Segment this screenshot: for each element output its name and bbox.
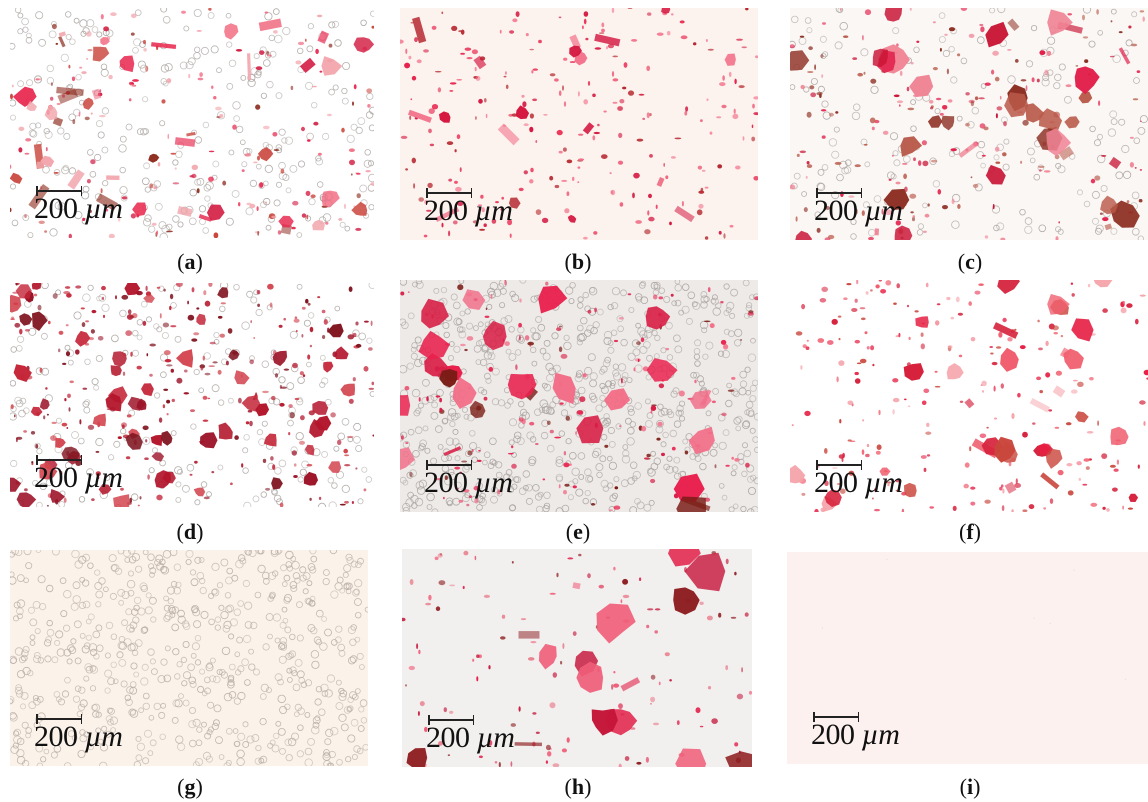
scale-bar: 200 µm (424, 460, 513, 499)
scale-bar-line (36, 455, 82, 465)
scale-bar-label: 200 µm (34, 192, 123, 225)
caption-h: (h) (564, 774, 592, 799)
scale-bar: 200 µm (814, 188, 903, 227)
micrograph-c: 200 µm (790, 8, 1148, 240)
micrograph-texture (10, 8, 374, 238)
scale-bar-line (816, 188, 862, 198)
scale-bar: 200 µm (34, 714, 123, 753)
scale-bar-label: 200 µm (424, 194, 513, 227)
caption-d: (d) (176, 519, 204, 544)
caption-b: (b) (564, 249, 592, 274)
caption-g: (g) (177, 774, 203, 799)
scale-bar-label: 200 µm (814, 194, 903, 227)
micrograph-i: 200 µm (787, 552, 1148, 764)
micrograph-texture (10, 550, 368, 766)
micrograph-texture (790, 8, 1148, 240)
micrograph-d: 200 µm (10, 283, 374, 507)
micrograph-texture (787, 552, 1148, 764)
scale-bar-label: 200 µm (34, 720, 123, 753)
scale-bar-label: 200 µm (811, 718, 900, 751)
micrograph-texture (400, 8, 758, 240)
scale-bar: 200 µm (34, 186, 123, 225)
scale-bar: 200 µm (814, 460, 903, 499)
micrograph-texture (10, 283, 374, 507)
scale-bar-line (426, 460, 472, 470)
scale-bar-label: 200 µm (34, 461, 123, 494)
scale-bar-line (36, 714, 82, 724)
micrograph-h: 200 µm (402, 549, 752, 767)
scale-bar-line (426, 188, 472, 198)
caption-a: (a) (177, 249, 203, 274)
micrograph-e: 200 µm (400, 280, 758, 512)
micrograph-texture (402, 549, 752, 767)
micrograph-a: 200 µm (10, 8, 374, 238)
scale-bar-line (813, 712, 859, 722)
caption-e: (e) (565, 519, 591, 544)
scale-bar-label: 200 µm (426, 721, 515, 754)
micrograph-b: 200 µm (400, 8, 758, 240)
micrograph-g: 200 µm (10, 550, 368, 766)
caption-f: (f) (959, 519, 981, 544)
scale-bar-label: 200 µm (814, 466, 903, 499)
micrograph-texture (790, 280, 1148, 512)
scale-bar: 200 µm (424, 188, 513, 227)
scale-bar-line (36, 186, 82, 196)
scale-bar: 200 µm (426, 715, 515, 754)
scale-bar-line (816, 460, 862, 470)
caption-i: (i) (959, 774, 981, 799)
caption-c: (c) (957, 249, 983, 274)
micrograph-f: 200 µm (790, 280, 1148, 512)
scale-bar-line (428, 715, 474, 725)
scale-bar-label: 200 µm (424, 466, 513, 499)
scale-bar: 200 µm (811, 712, 900, 751)
micrograph-texture (400, 280, 758, 512)
scale-bar: 200 µm (34, 455, 123, 494)
